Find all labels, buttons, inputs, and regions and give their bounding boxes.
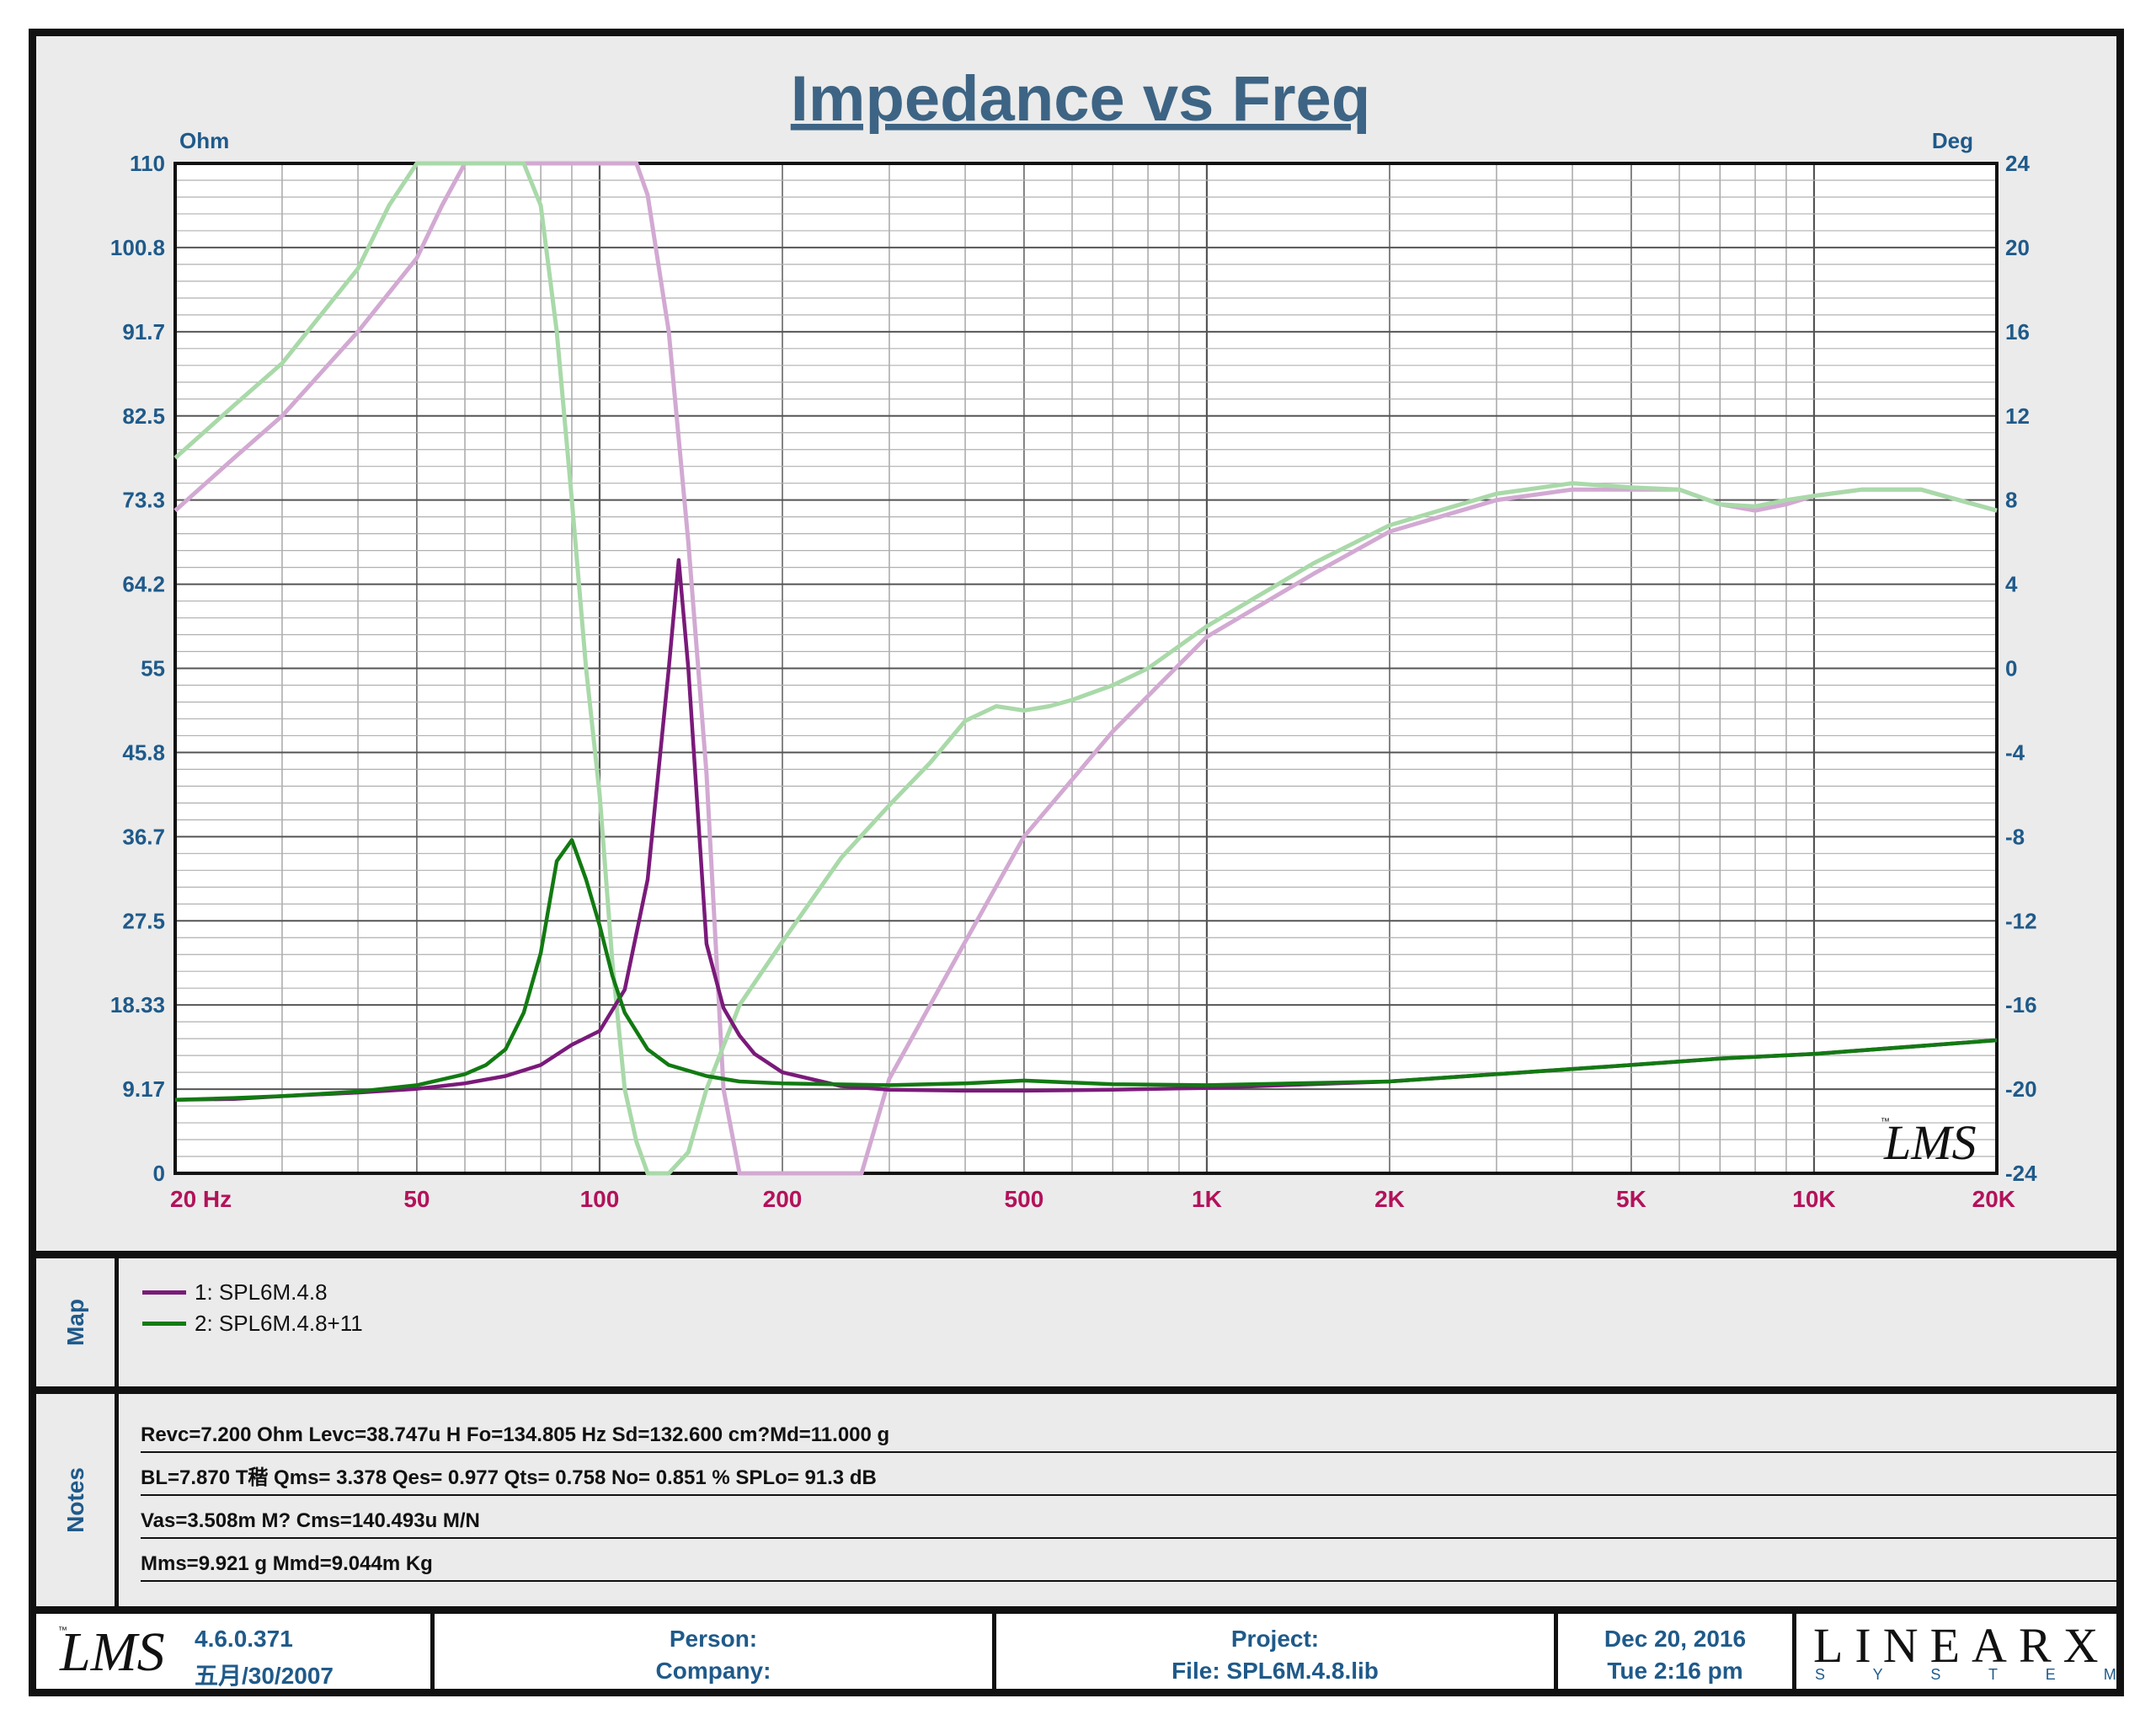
chart-title: Impedance vs Freq: [791, 63, 1371, 135]
left-tick-label: 82.5: [122, 403, 165, 429]
chart-panel: 0 9.17 18.33 27.5 36.7 45.8 55 64.2 73.3 82.5 91.7…: [36, 36, 2116, 1251]
right-tick-label: -8: [2005, 824, 2025, 849]
legend-item-1[interactable]: 1: SPL6M.4.8: [142, 1277, 328, 1307]
separator: [29, 1606, 2124, 1614]
x-tick-label: 1K: [1192, 1186, 1222, 1212]
footer-build-date: 五月/30/2007: [195, 1663, 334, 1689]
footer-date: Dec 20, 2016: [1604, 1626, 1747, 1652]
footer-brand-cell: LINEARX S Y S T E M S: [1796, 1614, 2156, 1689]
map-label: Map: [61, 1299, 88, 1346]
lms-watermark-tm: ™: [1881, 1117, 1890, 1127]
left-tick-label: 100.8: [110, 235, 165, 260]
legend-item-2[interactable]: 2: SPL6M.4.8+11: [142, 1308, 363, 1338]
left-tick-label: 91.7: [122, 319, 165, 344]
footer-brand: LINEARX: [1813, 1618, 2111, 1673]
separator: [29, 1251, 2124, 1258]
note-line-blank: [1138, 1419, 2116, 1453]
footer-tm: ™: [58, 1626, 67, 1636]
x-tick-label: 20 Hz: [170, 1186, 232, 1212]
right-axis-unit: Deg: [1932, 128, 1973, 153]
x-tick-label: 50: [403, 1186, 430, 1212]
footer-project: Project:: [1230, 1626, 1320, 1652]
x-tick-label: 500: [1005, 1186, 1044, 1212]
footer-date-cell: Dec 20, 2016 Tue 2:16 pm: [1558, 1614, 1796, 1689]
left-tick-label: 9.17: [122, 1076, 165, 1102]
left-tick-label: 36.7: [122, 824, 165, 849]
right-tick-label: 0: [2005, 656, 2017, 681]
map-label-cell: Map: [36, 1258, 119, 1386]
footer-lms-logo: LMS: [60, 1621, 165, 1683]
x-tick-label: 100: [580, 1186, 620, 1212]
footer-project-cell: Project: File: SPL6M.4.8.lib: [996, 1614, 1558, 1689]
right-tick-label: 4: [2005, 572, 2018, 597]
lms-watermark-text: LMS: [1883, 1115, 1977, 1170]
right-tick-label: -12: [2005, 908, 2037, 933]
footer-time: Tue 2:16 pm: [1607, 1658, 1743, 1684]
footer-person: Person:: [669, 1626, 758, 1652]
note-line-blank: [1138, 1505, 2116, 1539]
footer: ™ LMS 4.6.0.371 五月/30/2007 Person: Compa…: [36, 1614, 2156, 1689]
impedance-chart: 0 9.17 18.33 27.5 36.7 45.8 55 64.2 73.3 82.5 91.7…: [110, 63, 2037, 1212]
right-tick-label: -20: [2005, 1076, 2037, 1102]
plot-border: [173, 162, 1999, 1175]
footer-company: Company:: [655, 1658, 771, 1684]
footer-logo-cell: ™ LMS 4.6.0.371 五月/30/2007: [36, 1614, 435, 1689]
note-line-blank: [1138, 1462, 2116, 1496]
left-tick-label: 73.3: [122, 488, 165, 513]
note-line-2: BL=7.870 T稭 Qms= 3.378 Qes= 0.977 Qts= 0…: [141, 1462, 1151, 1496]
right-tick-label: -16: [2005, 992, 2037, 1017]
right-tick-label: -4: [2005, 740, 2025, 765]
series-line-impedance-2: [174, 838, 1998, 1103]
lms-watermark: ™ LMS: [1881, 1115, 1977, 1170]
left-tick-label: 27.5: [122, 908, 165, 933]
legend-text: 2: SPL6M.4.8+11: [195, 1310, 363, 1336]
left-tick-label: 18.33: [110, 992, 165, 1017]
left-tick-label: 0: [153, 1161, 165, 1186]
footer-version: 4.6.0.371: [195, 1626, 293, 1652]
left-tick-label: 64.2: [122, 572, 165, 597]
map-section: Map 1: SPL6M.4.8 2: SPL6M.4.8+11: [36, 1258, 2116, 1386]
x-tick-label: 2K: [1374, 1186, 1405, 1212]
right-tick-label: 20: [2005, 235, 2030, 260]
note-line-3: Vas=3.508m M? Cms=140.493u M/N: [141, 1505, 1151, 1539]
x-tick-label: 5K: [1616, 1186, 1646, 1212]
right-tick-label: 8: [2005, 488, 2017, 513]
notes-label-cell: Notes: [36, 1394, 119, 1606]
x-tick-label: 200: [763, 1186, 803, 1212]
note-line-4: Mms=9.921 g Mmd=9.044m Kg: [141, 1548, 1151, 1582]
x-tick-label: 10K: [1792, 1186, 1835, 1212]
footer-brand-sub: S Y S T E M S: [1815, 1666, 2156, 1683]
x-tick-label: 20K: [1972, 1186, 2015, 1212]
footer-file: File: SPL6M.4.8.lib: [1171, 1658, 1379, 1684]
left-tick-label: 45.8: [122, 740, 165, 765]
left-tick-label: 110: [130, 151, 165, 176]
note-line-blank: [1138, 1548, 2116, 1582]
left-axis-unit: Ohm: [179, 128, 229, 153]
left-tick-label: 55: [141, 656, 165, 681]
separator: [29, 1386, 2124, 1394]
right-tick-label: 24: [2005, 151, 2030, 176]
notes-section: Notes Revc=7.200 Ohm Levc=38.747u H Fo=1…: [36, 1394, 2116, 1606]
footer-person-cell: Person: Company:: [435, 1614, 996, 1689]
legend-swatch: [142, 1321, 186, 1326]
legend-text: 1: SPL6M.4.8: [195, 1279, 328, 1305]
note-line-1: Revc=7.200 Ohm Levc=38.747u H Fo=134.805…: [141, 1419, 1151, 1453]
legend-swatch: [142, 1290, 186, 1295]
right-tick-label: -24: [2005, 1161, 2037, 1186]
series-line-phase-2: [173, 161, 1998, 1176]
right-tick-label: 16: [2005, 319, 2030, 344]
notes-label: Notes: [61, 1467, 88, 1533]
right-tick-label: 12: [2005, 403, 2030, 429]
